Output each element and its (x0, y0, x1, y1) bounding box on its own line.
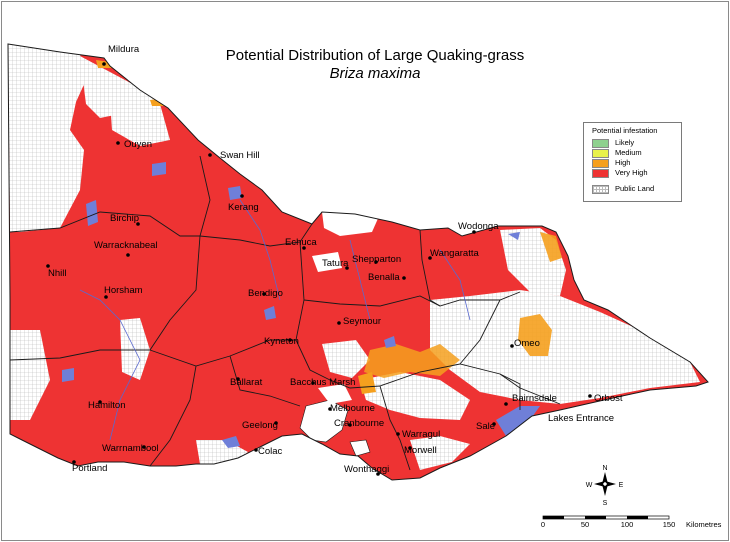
legend-item-public-land: Public Land (592, 184, 655, 194)
town-label: Hamilton (88, 400, 126, 411)
legend-swatch-medium (592, 148, 609, 158)
high-infestation-ne (540, 232, 562, 262)
north-arrow-w: W (586, 482, 593, 489)
lakes-kerang (228, 186, 242, 200)
victoria-outline (7, 43, 709, 481)
scale-tick-100: 100 (621, 520, 634, 529)
lake-eppalock (264, 306, 276, 320)
town-label: Lakes Entrance (548, 413, 614, 424)
town-label: Bendigo (248, 288, 283, 299)
town-label: Ballarat (230, 377, 263, 388)
public-land-sunset (12, 56, 60, 200)
legend-label: Very High (615, 168, 648, 177)
town-label: Warracknabeal (94, 240, 158, 251)
rivers (79, 199, 471, 441)
town-label: Birchip (110, 213, 139, 224)
region-boundaries (9, 155, 561, 471)
town-label: Colac (258, 446, 283, 457)
map-title: Potential Distribution of Large Quaking-… (225, 47, 525, 64)
legend-item-high: High (592, 158, 631, 168)
town-label: Cranbourne (334, 418, 384, 429)
unaffected-northern (322, 212, 380, 236)
scale-tick-50: 50 (581, 520, 589, 529)
public-land-west (10, 330, 50, 420)
town-label: Geelong (242, 420, 278, 431)
town-labels: Mildura Ouyen Swan Hill Kerang Birchip W… (48, 44, 623, 475)
lake-eildon (384, 336, 396, 348)
scale-tick-0: 0 (541, 520, 545, 529)
public-land-strzelecki (410, 436, 470, 470)
legend-swatch-high (592, 158, 609, 168)
legend-swatch-likely (592, 138, 609, 148)
unaffected-echuca (312, 252, 342, 272)
high-infestation-omeo (518, 314, 552, 356)
lake-tyrrell (152, 162, 166, 176)
scale-bar: 0 50 100 150 Kilometres (541, 515, 722, 529)
public-land-central (322, 340, 370, 378)
town-label: Nhill (48, 268, 66, 279)
town-label: Ouyen (124, 139, 152, 150)
western-port (349, 439, 371, 457)
legend-item-very-high: Very High (592, 168, 648, 178)
town-label: Portland (72, 463, 107, 474)
town-label: Sale (476, 421, 495, 432)
legend-label: Likely (615, 138, 635, 147)
legend-item-likely: Likely (592, 138, 635, 148)
public-land-grampians (120, 318, 150, 380)
lake-west (62, 368, 74, 382)
town-label: Morwell (404, 445, 437, 456)
town-label: Seymour (343, 316, 381, 327)
legend-label: Medium (615, 148, 642, 157)
town-label: Wonthaggi (344, 464, 389, 475)
map-subtitle: Briza maxima (329, 65, 421, 82)
public-land-alps (430, 290, 700, 404)
town-markers (46, 62, 592, 476)
legend-swatch-very-high (592, 168, 609, 178)
town-label: Horsham (104, 285, 143, 296)
legend: Potential infestation Likely Medium High… (583, 122, 682, 202)
legend-label: Public Land (615, 184, 655, 193)
town-label: Benalla (368, 272, 400, 283)
legend-title: Potential infestation (592, 126, 658, 135)
town-label: Kerang (228, 202, 259, 213)
north-arrow-s: S (603, 500, 608, 507)
legend-item-medium: Medium (592, 148, 642, 158)
town-label: Mildura (108, 44, 140, 55)
public-land-northwest-strip (110, 100, 170, 146)
town-label: Warrnambool (102, 443, 159, 454)
north-arrow: N S E W (586, 465, 624, 507)
lake-hume (508, 232, 520, 240)
town-label: Bairnsdale (512, 393, 557, 404)
town-label: Warragul (402, 429, 440, 440)
town-label: Kyneton (264, 336, 299, 347)
unaffected-melbourne (318, 384, 352, 404)
high-infestation-gippsland (358, 372, 376, 394)
legend-label: High (615, 158, 631, 167)
north-arrow-n: N (602, 465, 607, 472)
town-label: Omeo (514, 338, 540, 349)
town-label: Tatura (322, 258, 349, 269)
north-arrow-e: E (619, 482, 624, 489)
town-label: Wodonga (458, 221, 499, 232)
town-label: Bacchus Marsh (290, 377, 355, 388)
public-land-gippsland (360, 372, 470, 420)
lake-corangamite (222, 436, 240, 448)
town-label: Swan Hill (220, 150, 260, 161)
town-label: Wangaratta (430, 248, 479, 259)
lake-hindmarsh (86, 200, 98, 226)
high-infestation-alps (364, 344, 460, 378)
town-label: Melbourne (330, 403, 375, 414)
town-label: Orbost (594, 393, 623, 404)
gippsland-lakes (496, 406, 540, 436)
town-label: Shepparton (352, 254, 401, 265)
scale-tick-150: 150 (663, 520, 676, 529)
legend-swatch-public-land (592, 184, 609, 194)
town-label: Echuca (285, 237, 317, 248)
scale-unit: Kilometres (686, 520, 722, 529)
